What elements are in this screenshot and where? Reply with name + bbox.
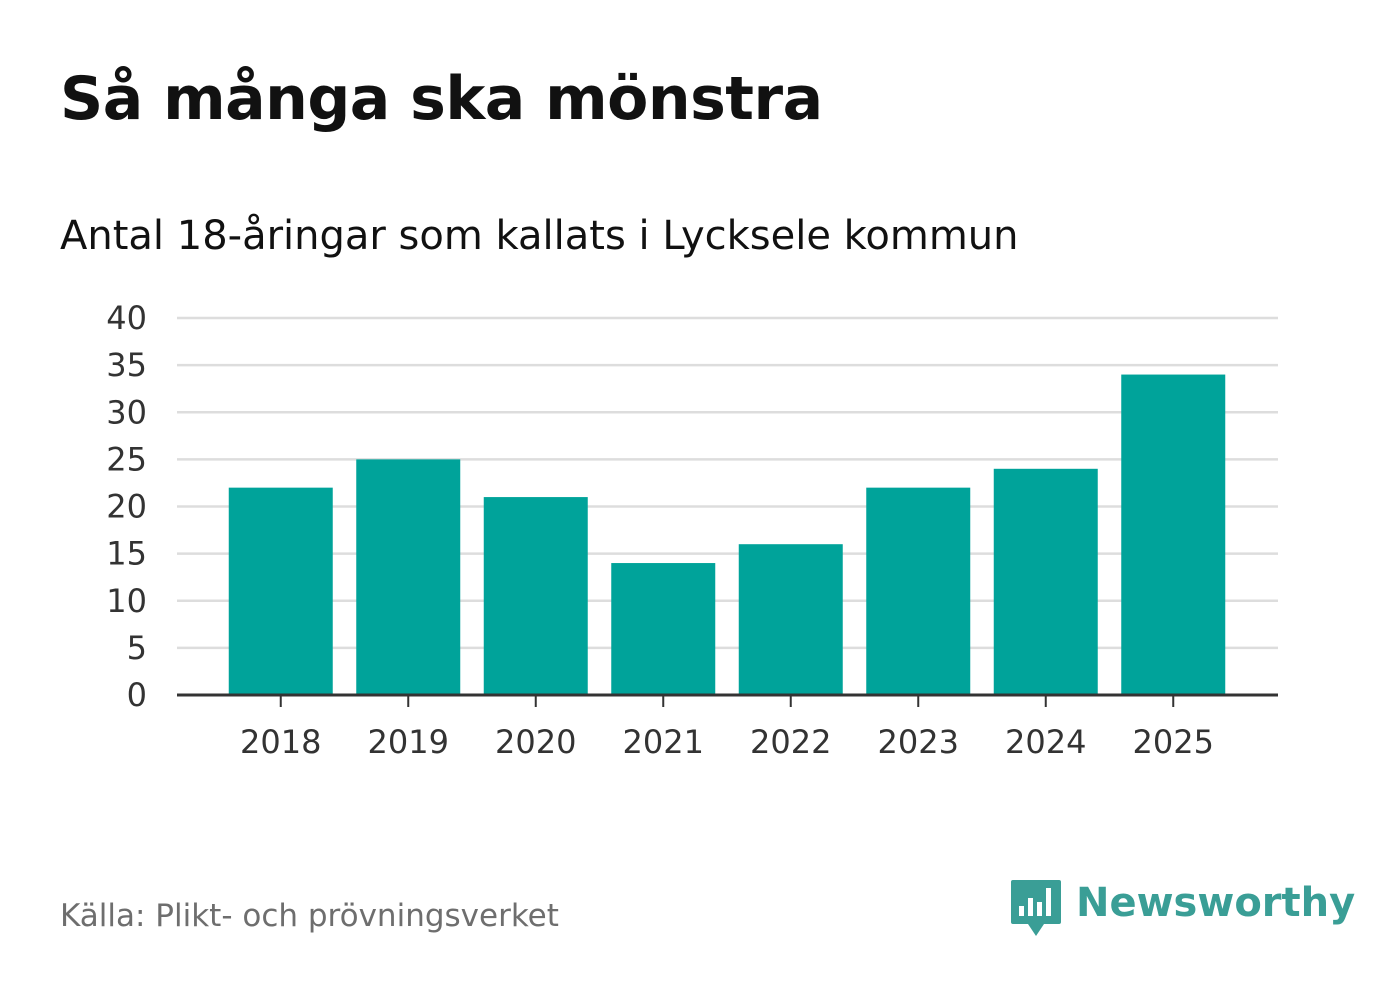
x-tick-label: 2022 [750, 723, 831, 761]
x-tick-label: 2021 [623, 723, 704, 761]
x-tick-label: 2024 [1005, 723, 1086, 761]
bar-2024 [993, 468, 1098, 695]
gridlines [177, 316, 1278, 650]
y-tick-label: 40 [106, 299, 147, 337]
y-tick-label: 25 [106, 440, 147, 478]
brand-logo: Newsworthy [1010, 878, 1355, 942]
bar-2018 [228, 487, 333, 695]
axes [177, 693, 1278, 707]
chart-title: Så många ska mönstra [60, 64, 823, 134]
y-tick-label: 35 [106, 346, 147, 384]
source-note: Källa: Plikt- och prövningsverket [60, 898, 559, 934]
bars [228, 374, 1226, 695]
bar-2020 [483, 497, 588, 695]
y-tick-label: 5 [127, 629, 147, 667]
bar-2019 [356, 459, 461, 695]
x-tick-label: 2025 [1133, 723, 1214, 761]
newsworthy-logo-icon [1011, 880, 1061, 936]
y-tick-label: 15 [106, 535, 147, 573]
y-tick-label: 10 [106, 582, 147, 620]
x-tick-label: 2020 [495, 723, 576, 761]
x-tick-label: 2019 [368, 723, 449, 761]
y-tick-label: 20 [106, 488, 147, 526]
bar-2022 [738, 544, 843, 695]
brand-name: Newsworthy [1076, 880, 1356, 926]
y-tick-label: 0 [127, 676, 147, 714]
bar-2023 [866, 487, 971, 695]
chart-subtitle: Antal 18-åringar som kallats i Lycksele … [60, 213, 1019, 259]
x-tick-label: 2018 [240, 723, 321, 761]
bar-2021 [611, 563, 716, 695]
bar-2025 [1121, 374, 1226, 695]
y-tick-label: 30 [106, 393, 147, 431]
x-tick-label: 2023 [878, 723, 959, 761]
